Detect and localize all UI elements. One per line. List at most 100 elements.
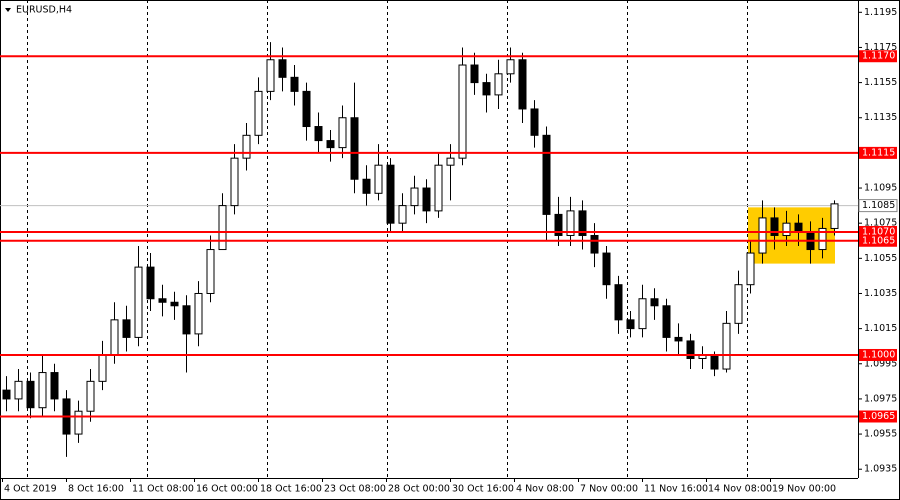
candle-body: [362, 178, 371, 194]
candle-body: [830, 203, 839, 229]
candle-body: [146, 266, 155, 300]
candle-body: [290, 76, 299, 92]
candle-body: [578, 210, 587, 236]
level-label: 1.1065: [862, 235, 895, 246]
candle-body: [26, 380, 35, 409]
x-tick-label: 28 Oct 00:00: [388, 484, 450, 495]
level-label-box: [859, 410, 897, 423]
candle-body: [458, 64, 467, 159]
candle-body: [278, 59, 287, 78]
level-label: 1.1115: [862, 147, 895, 158]
candle-body: [38, 372, 47, 409]
candle-body: [782, 222, 791, 236]
level-label: 1.1170: [862, 51, 895, 62]
y-tick-label: 1.0995: [864, 358, 897, 369]
candle-body: [818, 227, 827, 251]
candle-body: [86, 380, 95, 412]
y-tick-label: 1.0935: [864, 464, 897, 475]
y-tick-label: 1.1055: [864, 253, 897, 264]
x-tick-label: 4 Oct 2019: [4, 484, 57, 495]
x-tick-label: 11 Oct 08:00: [132, 484, 194, 495]
x-tick-label: 7 Nov 00:00: [580, 484, 638, 495]
current-price-box: [858, 199, 898, 213]
candle-body: [134, 266, 143, 338]
candle-body: [626, 319, 635, 330]
candle-body: [314, 126, 323, 142]
candle-body: [770, 217, 779, 236]
candle-body: [50, 372, 59, 400]
candle-body: [398, 205, 407, 224]
candle-body: [446, 157, 455, 166]
candle-body: [686, 340, 695, 360]
level-label: 1.1000: [862, 349, 895, 360]
candle-body: [14, 380, 23, 400]
candle-body: [434, 164, 443, 212]
y-tick-label: 1.1135: [864, 112, 897, 123]
y-tick-label: 1.1155: [864, 77, 897, 88]
candle-body: [614, 284, 623, 321]
candle-body: [422, 187, 431, 212]
candle-body: [602, 252, 611, 286]
level-label-box: [859, 234, 897, 247]
candle-body: [506, 59, 515, 75]
candle-body: [542, 134, 551, 215]
candle-body: [242, 134, 251, 159]
candle-body: [566, 210, 575, 236]
candle-body: [650, 298, 659, 307]
y-tick-label: 1.1035: [864, 288, 897, 299]
candle-body: [410, 187, 419, 207]
candle-body: [386, 164, 395, 224]
candle-body: [254, 90, 263, 136]
candle-body: [470, 64, 479, 84]
x-tick-label: 11 Nov 16:00: [644, 484, 708, 495]
candle-body: [218, 205, 227, 251]
y-tick-label: 1.0955: [864, 429, 897, 440]
candle-body: [722, 322, 731, 370]
x-tick-label: 18 Oct 16:00: [260, 484, 322, 495]
candle-body: [590, 234, 599, 254]
candle-body: [74, 410, 83, 435]
x-tick-label: 23 Oct 08:00: [324, 484, 386, 495]
candle-body: [158, 298, 167, 303]
level-label: 1.1070: [862, 226, 895, 237]
level-label-box: [859, 146, 897, 159]
candle-body: [638, 298, 647, 330]
candle-body: [206, 249, 215, 294]
y-tick-label: 1.1175: [864, 42, 897, 53]
candle-body: [482, 82, 491, 96]
candle-body: [2, 389, 11, 400]
candle-body: [710, 354, 719, 370]
x-tick-label: 19 Nov 00:00: [772, 484, 836, 495]
y-tick-label: 1.0975: [864, 393, 897, 404]
candle-body: [182, 305, 191, 335]
x-tick-label: 4 Nov 08:00: [516, 484, 574, 495]
candle-body: [662, 305, 671, 338]
x-tick-label: 30 Oct 16:00: [452, 484, 514, 495]
candle-body: [494, 73, 503, 96]
x-tick-label: 14 Nov 08:00: [708, 484, 772, 495]
candle-body: [230, 157, 239, 207]
candle-body: [302, 90, 311, 128]
candle-body: [758, 217, 767, 254]
candle-body: [350, 117, 359, 180]
candle-body: [98, 354, 107, 382]
menu-arrow: [5, 8, 11, 12]
x-tick-label: 8 Oct 16:00: [68, 484, 124, 495]
y-tick-label: 1.1075: [864, 218, 897, 229]
chart-title: EURUSD,H4: [16, 5, 72, 16]
y-tick-label: 1.1095: [864, 183, 897, 194]
candle-body: [518, 59, 527, 110]
candle-body: [530, 108, 539, 136]
candle-body: [194, 292, 203, 335]
current-price-label: 1.1085: [862, 200, 895, 211]
candle-body: [674, 336, 683, 342]
candle-body: [338, 117, 347, 149]
candle-body: [554, 213, 563, 236]
candle-body: [110, 319, 119, 356]
candle-body: [746, 252, 755, 286]
level-label-box: [859, 348, 897, 361]
candle-body: [794, 222, 803, 233]
candle-body: [374, 164, 383, 194]
candle-body: [326, 140, 335, 149]
